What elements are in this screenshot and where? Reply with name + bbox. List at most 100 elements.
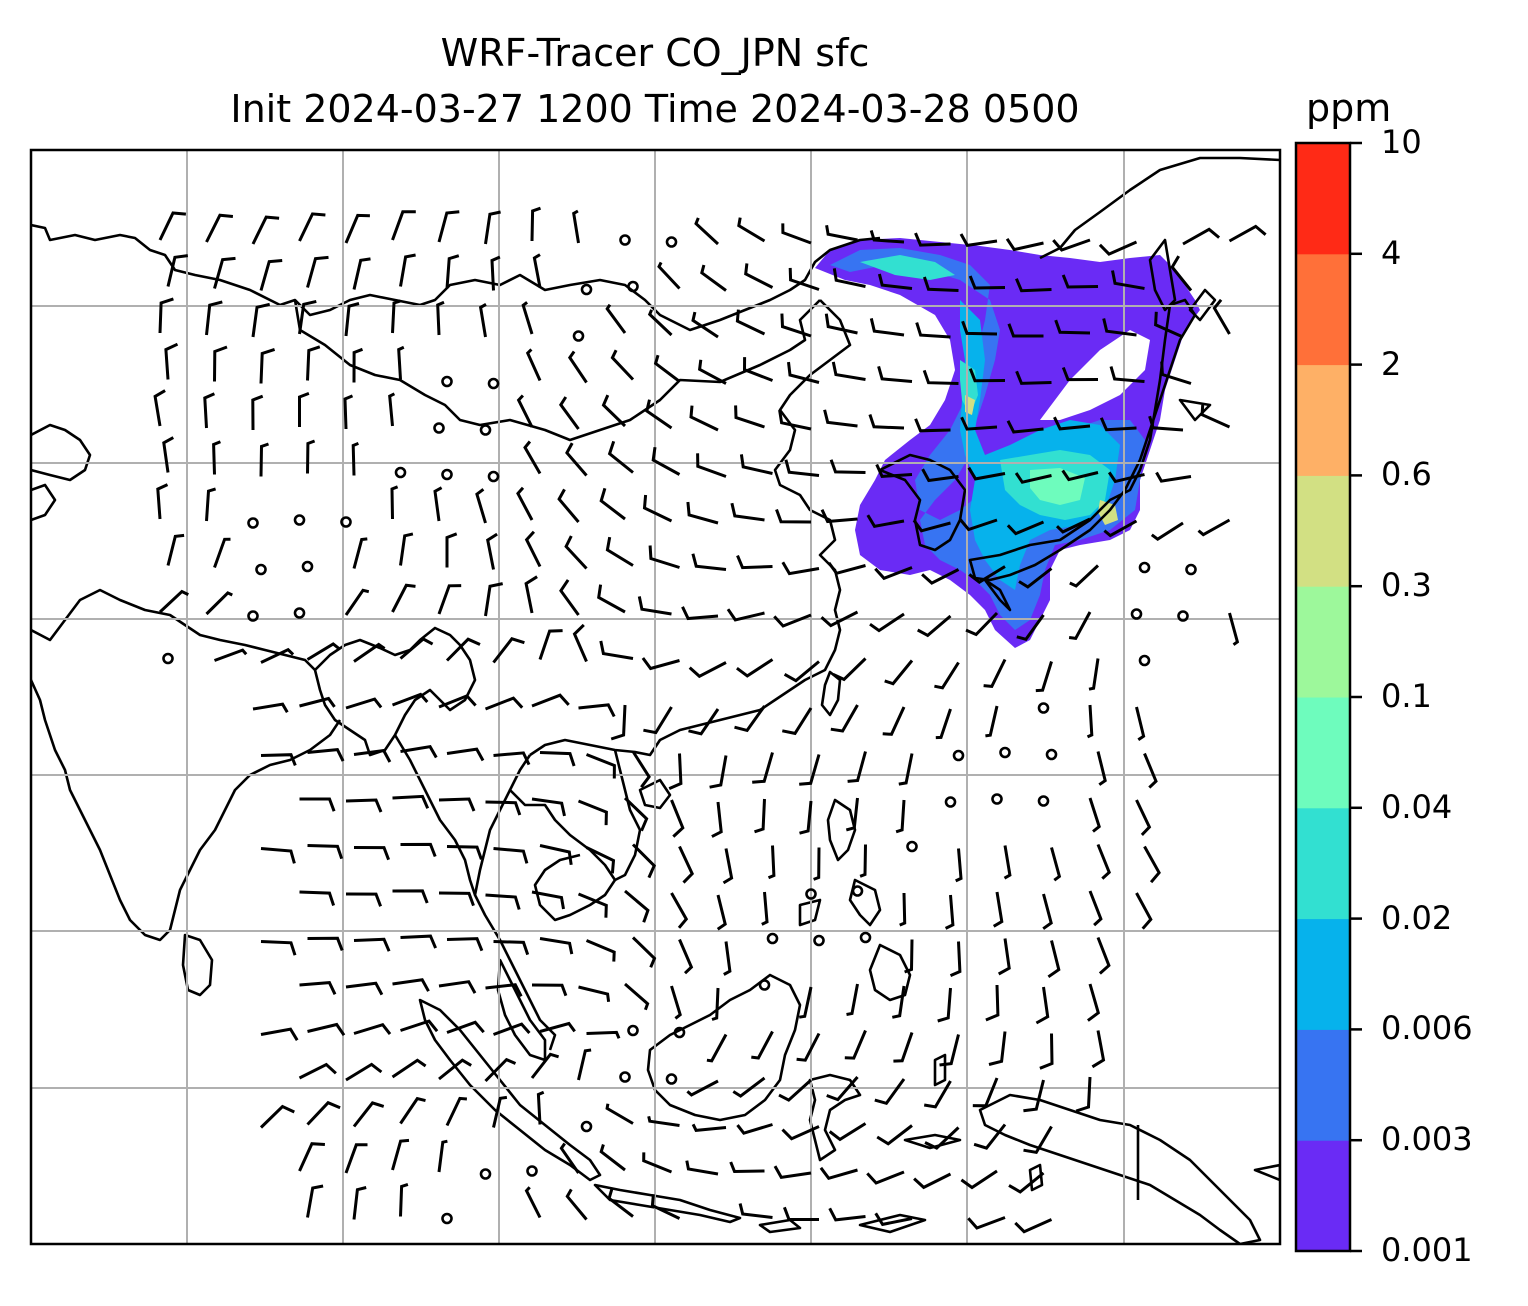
wind-barb [657, 261, 681, 290]
wind-barb [1096, 751, 1107, 786]
wind-barb [670, 985, 682, 1020]
wind-barb [959, 233, 998, 248]
wind-barb [722, 848, 734, 885]
wind-barb [737, 217, 766, 243]
tracer-contour [960, 300, 1120, 590]
wind-barb [298, 299, 317, 335]
map-title: WRF-Tracer CO_JPN sfc [440, 31, 870, 75]
wind-barb [484, 210, 501, 245]
wind-barb [645, 399, 673, 430]
wind-barb [1075, 1076, 1092, 1113]
wind-barb [650, 1194, 681, 1220]
wind-barb [778, 1078, 813, 1102]
wind-barb [686, 1079, 719, 1097]
wind-barb [353, 748, 392, 763]
wind-barb [524, 530, 542, 568]
wind-barb [744, 263, 774, 289]
wind-barb [874, 1212, 913, 1227]
colorbar-bin [1296, 1140, 1350, 1252]
wind-barb [492, 637, 525, 664]
wind-barb [539, 1021, 576, 1033]
wind-barb [706, 1033, 728, 1063]
wind-barb [899, 892, 907, 927]
wind-barb [1154, 311, 1184, 339]
colorbar-tick-label: 0.001 [1381, 1231, 1473, 1269]
calm-wind-marker [813, 934, 825, 947]
wind-barb [493, 847, 529, 864]
wind-barb [967, 1216, 1006, 1230]
wind-barb [524, 1186, 542, 1219]
wind-barb [478, 302, 487, 338]
wind-barb [156, 483, 169, 520]
wind-barb [353, 1022, 392, 1036]
wind-barb [782, 1206, 819, 1221]
wind-barb [921, 468, 959, 483]
wind-barb [344, 302, 360, 337]
calm-wind-marker [162, 652, 174, 665]
wind-barb [973, 1123, 1007, 1150]
wind-barb [823, 409, 858, 428]
wind-barb [1228, 612, 1240, 646]
wind-barb [252, 702, 289, 714]
colorbar-bin [1296, 143, 1350, 255]
wind-barb [516, 486, 534, 521]
wind-barb [830, 704, 859, 733]
colorbar-tick-label: 0.003 [1381, 1120, 1473, 1159]
wind-barb [1150, 521, 1184, 542]
wind-barb [539, 937, 574, 955]
wind-barb [624, 889, 650, 923]
wind-barb [631, 936, 657, 968]
wind-barb [937, 987, 952, 1023]
wind-barb [915, 322, 951, 339]
wind-barb [213, 345, 228, 382]
wind-barb [1015, 370, 1052, 385]
wind-barb [1135, 892, 1153, 930]
wind-barb [631, 843, 656, 879]
wind-barb [1087, 983, 1101, 1022]
calm-wind-marker [665, 236, 678, 248]
wind-barb [1103, 519, 1138, 538]
wind-barb [736, 555, 773, 570]
wind-barb [392, 978, 430, 992]
wind-barb [738, 1203, 773, 1219]
wind-barb [610, 704, 627, 741]
wind-barb [400, 1019, 439, 1033]
wind-barb [1039, 1033, 1054, 1070]
wind-barb [536, 1090, 545, 1125]
wind-barb [691, 553, 727, 571]
wind-barb [781, 561, 820, 576]
wind-barb [352, 1186, 367, 1220]
wind-barb [826, 1076, 859, 1102]
wind-barb [391, 583, 416, 613]
wind-barb [623, 796, 649, 832]
wind-barb [399, 1182, 409, 1217]
calm-wind-marker [673, 1026, 686, 1039]
wind-barb [642, 494, 673, 523]
wind-barb [831, 361, 866, 381]
wind-barb [1107, 471, 1145, 484]
wind-barb [306, 255, 329, 288]
wind-barb [820, 509, 858, 524]
wind-barb [353, 846, 391, 861]
wind-barb [353, 642, 386, 663]
calm-wind-marker [479, 1168, 492, 1180]
wind-barb [922, 369, 959, 385]
wind-barb [1088, 890, 1103, 927]
calm-wind-marker [665, 1073, 678, 1085]
wind-barb [686, 501, 719, 525]
wind-barb [484, 696, 524, 711]
wind-barb [1005, 237, 1044, 252]
wind-barb [874, 566, 913, 581]
wind-barb [968, 368, 1006, 383]
wind-barb [445, 532, 458, 568]
colorbar-tick-label: 0.1 [1381, 677, 1432, 715]
wind-barb [949, 941, 962, 977]
wind-barb [859, 844, 867, 878]
wind-barb [893, 1032, 914, 1063]
wind-barb [397, 345, 405, 380]
wind-barb [153, 389, 166, 427]
wind-barb [904, 939, 914, 974]
calm-wind-marker [580, 1120, 593, 1133]
wind-barb [299, 696, 336, 708]
wind-barb [212, 440, 221, 475]
